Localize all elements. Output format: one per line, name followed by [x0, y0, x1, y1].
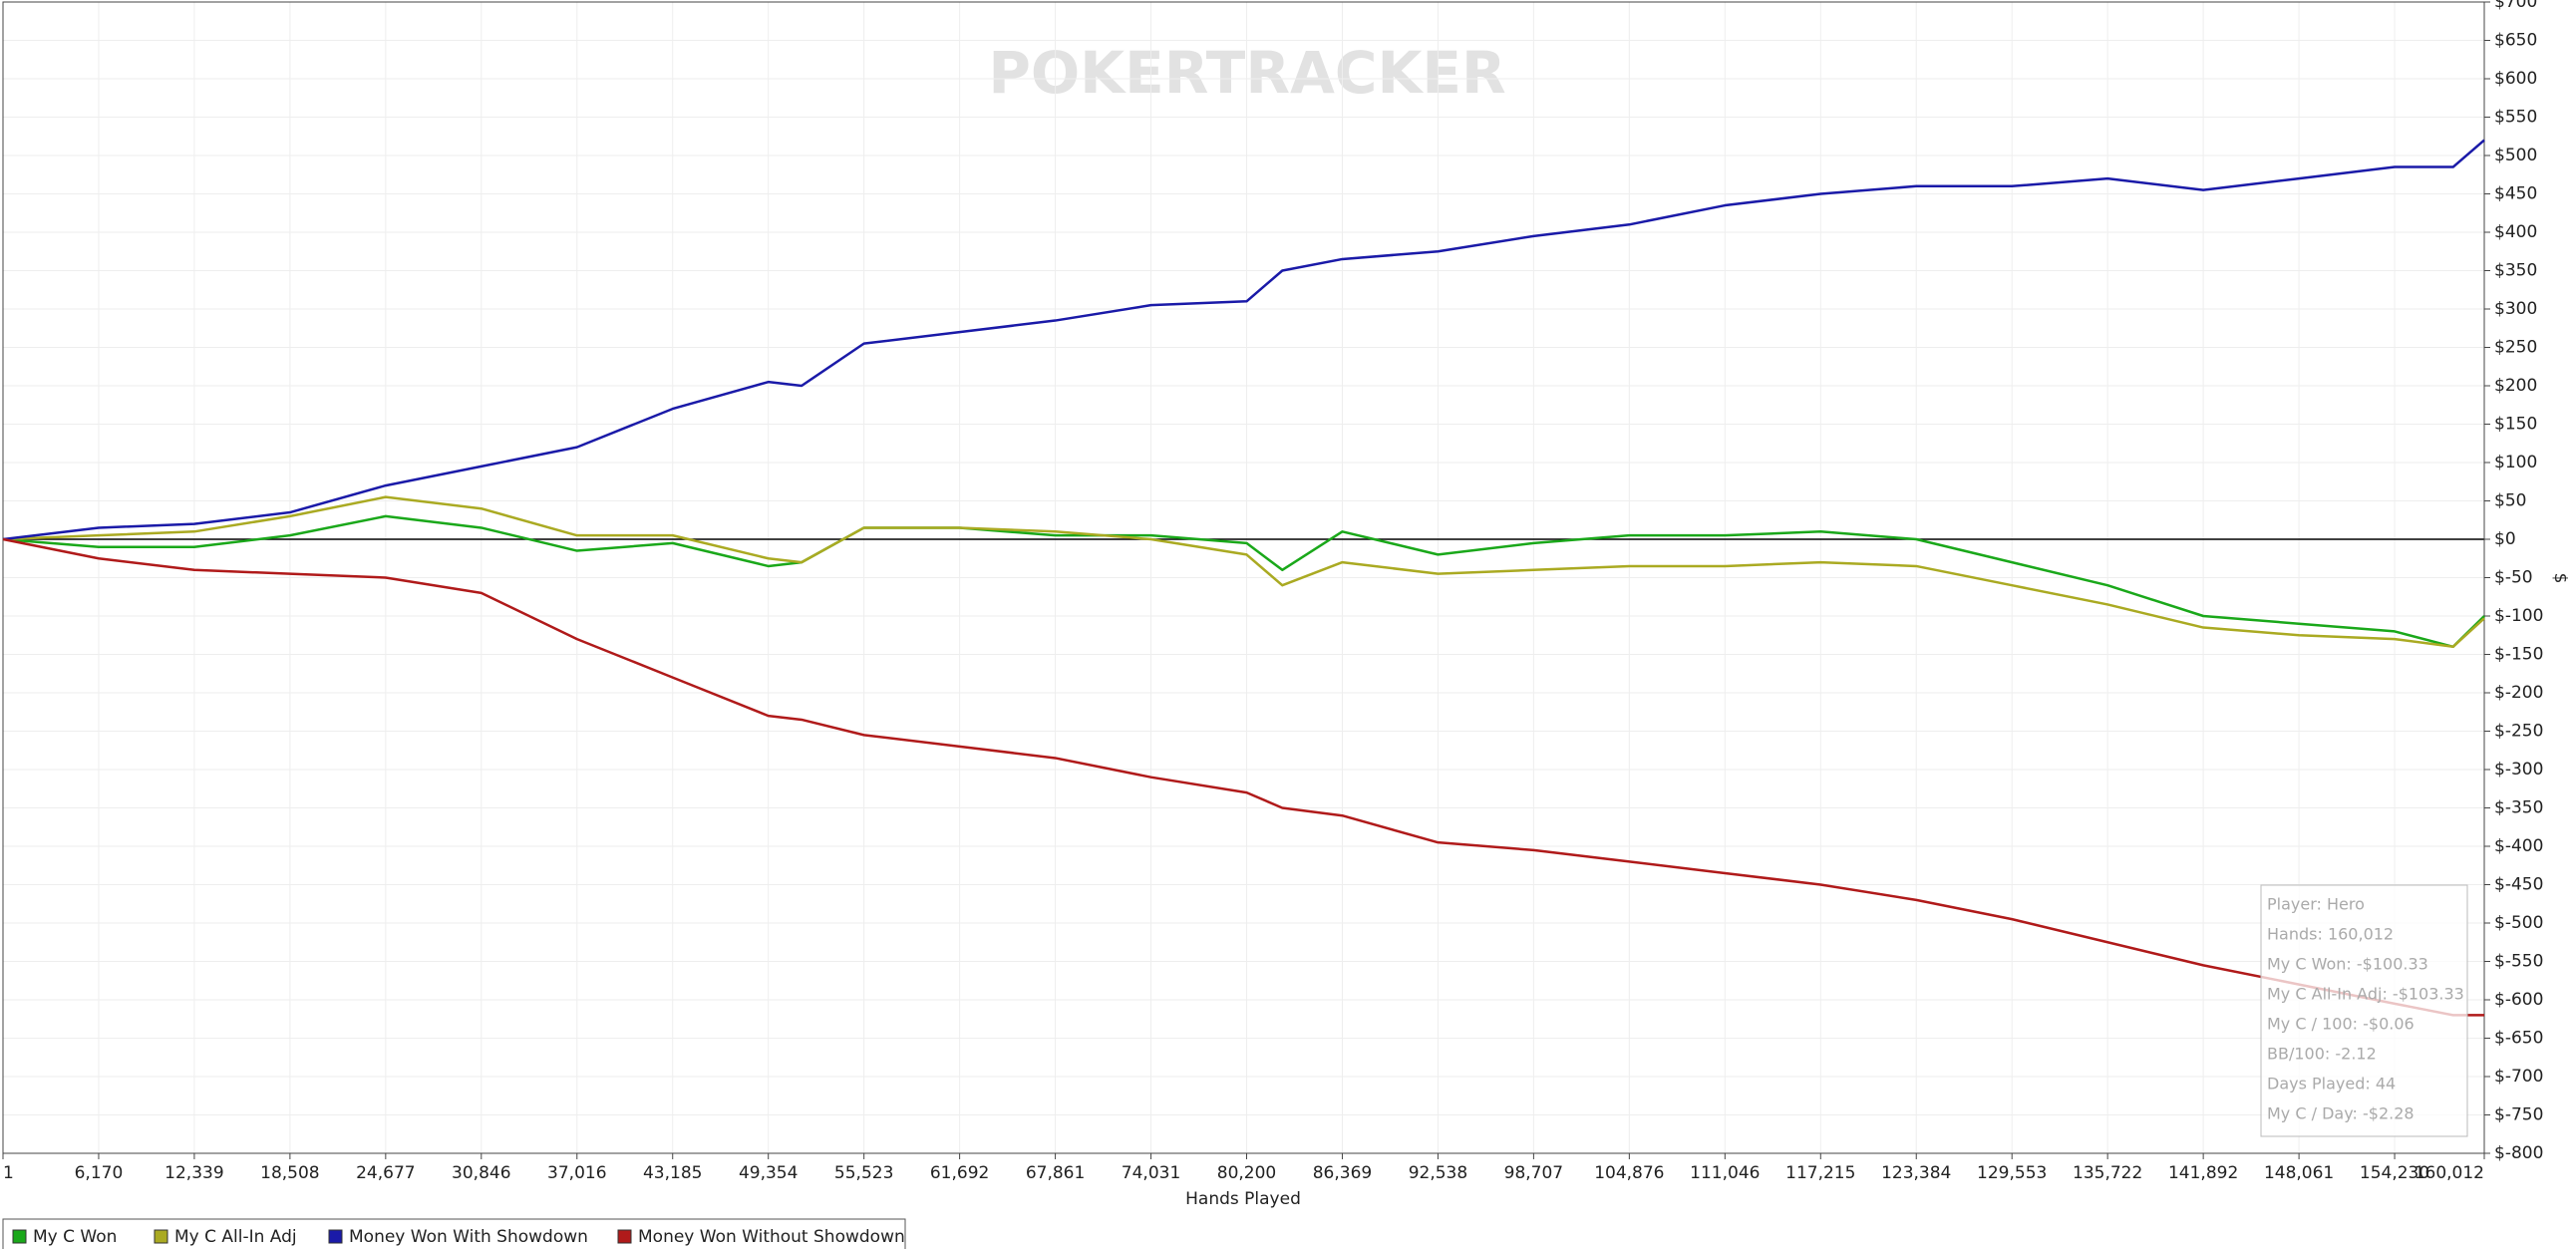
x-tick-label: 135,722 [2073, 1163, 2142, 1183]
x-tick-label: 37,016 [547, 1163, 606, 1183]
y-tick-label: $200 [2494, 376, 2537, 396]
x-tick-label: 30,846 [452, 1163, 510, 1183]
plot-frame [2, 1, 2485, 1154]
x-tick-label: 6,170 [75, 1163, 124, 1183]
legend-swatch [617, 1229, 632, 1244]
y-tick-label: $-300 [2494, 760, 2543, 780]
y-tick-label: $150 [2494, 415, 2537, 435]
y-tick-label: $550 [2494, 108, 2537, 128]
y-tick-label: $-150 [2494, 645, 2543, 665]
tooltip-line: Days Played: 44 [2267, 1075, 2396, 1093]
legend-swatch [154, 1229, 168, 1244]
y-tick-label: $-700 [2494, 1067, 2543, 1087]
x-tick-label: 80,200 [1217, 1163, 1276, 1183]
tooltip-line: BB/100: -2.12 [2267, 1045, 2377, 1064]
y-tick-label: $100 [2494, 453, 2537, 472]
tooltip-line: My C / 100: -$0.06 [2267, 1015, 2415, 1034]
y-tick-label: $450 [2494, 184, 2537, 204]
x-tick-label: 104,876 [1594, 1163, 1664, 1183]
x-tick-label: 49,354 [739, 1163, 798, 1183]
y-tick-label: $-650 [2494, 1029, 2543, 1049]
y-tick-label: $350 [2494, 261, 2537, 281]
x-tick-label: 123,384 [1881, 1163, 1951, 1183]
y-tick-label: $-350 [2494, 798, 2543, 818]
y-tick-label: $600 [2494, 69, 2537, 89]
tooltip-line: Hands: 160,012 [2267, 925, 2394, 944]
x-tick-label: 117,215 [1785, 1163, 1855, 1183]
x-tick-label: 111,046 [1690, 1163, 1760, 1183]
x-tick-label: 55,523 [834, 1163, 893, 1183]
legend-label: Money Won Without Showdown [638, 1227, 905, 1247]
x-tick-label: 12,339 [164, 1163, 223, 1183]
y-tick-label: $-600 [2494, 990, 2543, 1010]
y-tick-label: $300 [2494, 299, 2537, 319]
series-line [2, 537, 2484, 1017]
y-tick-label: $0 [2494, 529, 2516, 549]
y-tick-label: $-50 [2494, 568, 2533, 588]
x-tick-label: 43,185 [643, 1163, 702, 1183]
x-tick-label: 86,369 [1313, 1163, 1372, 1183]
legend-swatch [328, 1229, 343, 1244]
legend-label: My C Won [33, 1227, 117, 1247]
x-tick-label: 24,677 [356, 1163, 415, 1183]
y-axis-label: $ [2550, 573, 2570, 584]
x-tick-label: 141,892 [2168, 1163, 2238, 1183]
tooltip-line: My C Won: -$100.33 [2267, 955, 2428, 974]
x-tick-label: 160,012 [2415, 1163, 2484, 1183]
y-tick-label: $-400 [2494, 836, 2543, 856]
y-tick-label: $700 [2494, 0, 2537, 12]
tooltip-line: My C All-In Adj: -$103.33 [2267, 985, 2464, 1004]
x-tick-label: 129,553 [1977, 1163, 2047, 1183]
series-line [2, 495, 2485, 649]
legend-swatch [12, 1229, 27, 1244]
series-line [2, 139, 2485, 541]
y-tick-label: $-800 [2494, 1143, 2543, 1163]
x-tick-label: 92,538 [1409, 1163, 1467, 1183]
y-tick-label: $-750 [2494, 1105, 2543, 1125]
x-tick-label: 154,230 [2360, 1163, 2429, 1183]
x-tick-label: 98,707 [1504, 1163, 1563, 1183]
y-tick-label: $500 [2494, 146, 2537, 165]
x-tick-label: 67,861 [1026, 1163, 1085, 1183]
legend-label: Money Won With Showdown [349, 1227, 588, 1247]
y-tick-label: $-100 [2494, 606, 2543, 626]
tooltip-line: Player: Hero [2267, 895, 2365, 914]
y-tick-label: $-450 [2494, 875, 2543, 895]
legend-frame [2, 1218, 906, 1249]
x-tick-label: 61,692 [930, 1163, 989, 1183]
y-tick-label: $400 [2494, 222, 2537, 242]
y-tick-label: $250 [2494, 338, 2537, 358]
x-tick-label: 18,508 [260, 1163, 319, 1183]
y-tick-label: $-500 [2494, 913, 2543, 933]
y-tick-label: $650 [2494, 31, 2537, 51]
series-line [2, 514, 2485, 649]
y-tick-label: $-550 [2494, 952, 2543, 972]
x-axis-label: Hands Played [1185, 1189, 1301, 1209]
y-tick-label: $-250 [2494, 722, 2543, 742]
y-tick-label: $-200 [2494, 683, 2543, 703]
x-tick-label: 1 [3, 1163, 14, 1183]
tooltip-line: My C / Day: -$2.28 [2267, 1104, 2415, 1123]
x-tick-label: 74,031 [1122, 1163, 1180, 1183]
y-tick-label: $50 [2494, 491, 2526, 511]
legend-label: My C All-In Adj [174, 1227, 297, 1247]
tooltip-box [2260, 884, 2468, 1137]
x-tick-label: 148,061 [2264, 1163, 2334, 1183]
